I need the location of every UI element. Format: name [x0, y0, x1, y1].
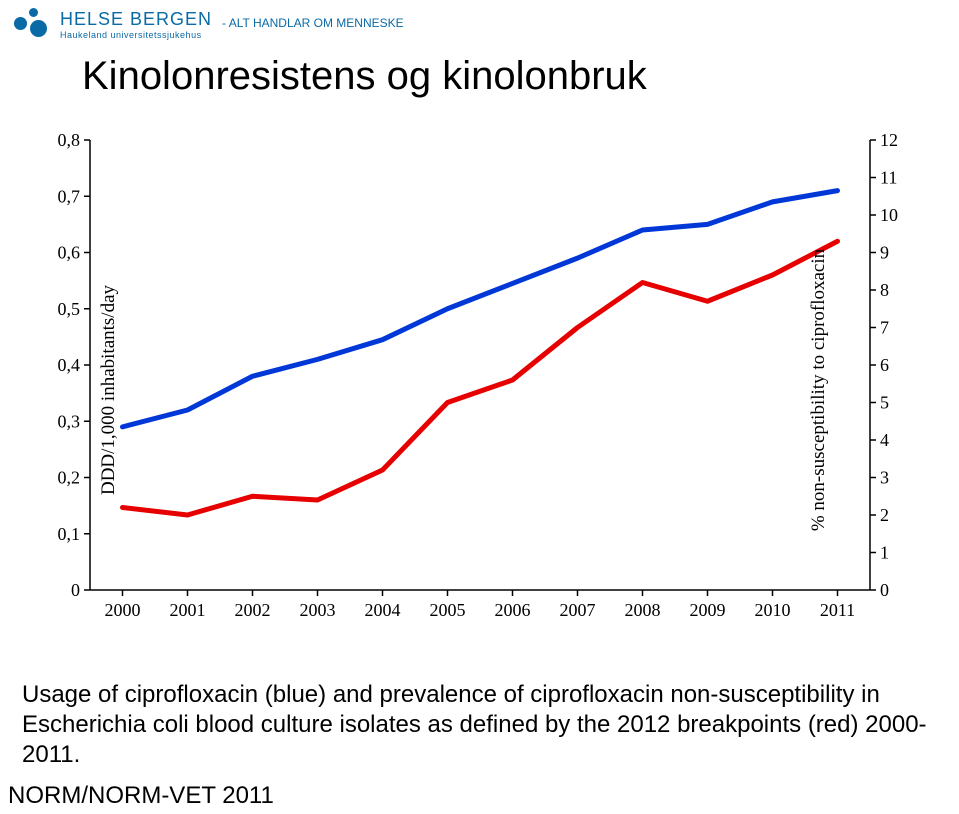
svg-text:0,5: 0,5 [58, 299, 81, 319]
svg-text:3: 3 [880, 468, 889, 488]
svg-text:0,6: 0,6 [58, 243, 81, 263]
svg-text:2007: 2007 [560, 600, 596, 620]
svg-text:2004: 2004 [365, 600, 401, 620]
svg-text:0,8: 0,8 [58, 130, 81, 150]
svg-text:0,7: 0,7 [58, 186, 81, 206]
svg-text:11: 11 [880, 168, 897, 188]
y-axis-left-label: DDD/1,000 inhabitants/day [98, 285, 120, 495]
svg-text:4: 4 [880, 430, 889, 450]
svg-text:2002: 2002 [235, 600, 271, 620]
svg-text:12: 12 [880, 130, 898, 150]
svg-text:2: 2 [880, 505, 889, 525]
svg-text:2005: 2005 [430, 600, 466, 620]
svg-text:5: 5 [880, 393, 889, 413]
svg-text:2006: 2006 [495, 600, 531, 620]
svg-text:2001: 2001 [170, 600, 206, 620]
y-axis-right-label: % non-susceptibility to ciprofloxacin [808, 249, 830, 531]
svg-text:6: 6 [880, 355, 889, 375]
svg-text:2003: 2003 [300, 600, 336, 620]
svg-text:8: 8 [880, 280, 889, 300]
svg-text:2010: 2010 [755, 600, 791, 620]
logo-tagline: - ALT HANDLAR OM MENNESKE [222, 16, 404, 30]
logo-dots-icon [14, 8, 54, 40]
svg-text:7: 7 [880, 318, 889, 338]
svg-text:0,2: 0,2 [58, 468, 81, 488]
source-citation: NORM/NORM-VET 2011 [8, 782, 274, 810]
svg-text:0,3: 0,3 [58, 411, 81, 431]
svg-text:0: 0 [880, 580, 889, 600]
svg-text:0,4: 0,4 [58, 355, 81, 375]
svg-text:1: 1 [880, 543, 889, 563]
logo-subtitle: Haukeland universitetssjukehus [60, 30, 212, 40]
svg-text:0,1: 0,1 [58, 524, 81, 544]
svg-text:9: 9 [880, 243, 889, 263]
svg-text:2011: 2011 [820, 600, 855, 620]
chart: DDD/1,000 inhabitants/day % non-suscepti… [10, 130, 950, 650]
svg-text:10: 10 [880, 205, 898, 225]
svg-text:2000: 2000 [105, 600, 141, 620]
svg-text:2008: 2008 [625, 600, 661, 620]
chart-description: Usage of ciprofloxacin (blue) and preval… [22, 680, 929, 770]
logo-brand: HELSE BERGEN [60, 9, 212, 30]
logo: HELSE BERGEN Haukeland universitetssjuke… [14, 8, 404, 40]
svg-text:2009: 2009 [690, 600, 726, 620]
svg-text:0: 0 [71, 580, 80, 600]
page-title: Kinolonresistens og kinolonbruk [82, 54, 647, 99]
